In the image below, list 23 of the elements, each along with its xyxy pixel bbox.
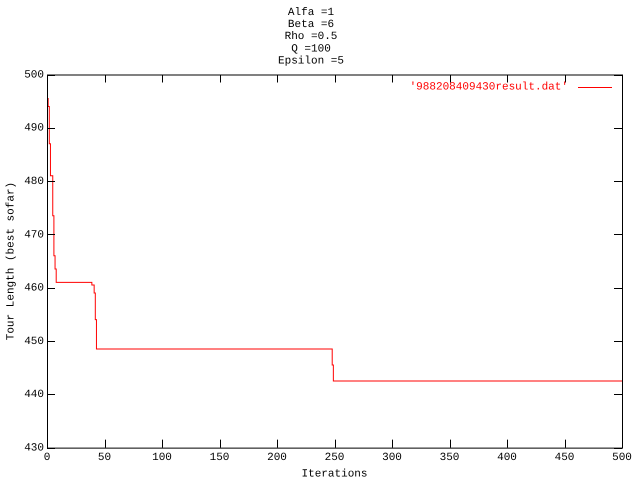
y-tick-label: 430 xyxy=(24,442,44,455)
x-axis-title: Iterations xyxy=(301,468,368,480)
y-tick-label: 480 xyxy=(24,176,44,188)
x-tick-label: 50 xyxy=(98,452,112,464)
chart-title: Alfa =1 Beta =6 Rho =0.5 Q =100 Epsilon =5 xyxy=(278,6,344,68)
x-tick-label: 350 xyxy=(440,452,460,464)
y-tick-label: 490 xyxy=(24,122,44,135)
x-tick-label: 200 xyxy=(267,452,287,464)
y-tick-label: 470 xyxy=(24,229,44,242)
x-tick-label: 0 xyxy=(44,452,50,464)
x-tick-label: 450 xyxy=(554,452,574,464)
x-tick-label: 150 xyxy=(210,452,230,464)
x-tick-label: 400 xyxy=(497,452,517,464)
x-tick-label: 300 xyxy=(382,452,402,464)
y-tick-label: 460 xyxy=(24,282,44,295)
y-tick-label: 450 xyxy=(24,336,44,348)
x-tick-label: 250 xyxy=(324,452,344,464)
x-tick-label: 500 xyxy=(612,452,632,464)
legend-label: '988208409430result.dat' xyxy=(410,81,568,94)
x-tick-label: 100 xyxy=(152,452,172,464)
y-tick-label: 440 xyxy=(24,389,44,402)
y-tick-label: 500 xyxy=(24,69,44,82)
y-axis-title: Tour Length (best sofar) xyxy=(6,182,18,340)
